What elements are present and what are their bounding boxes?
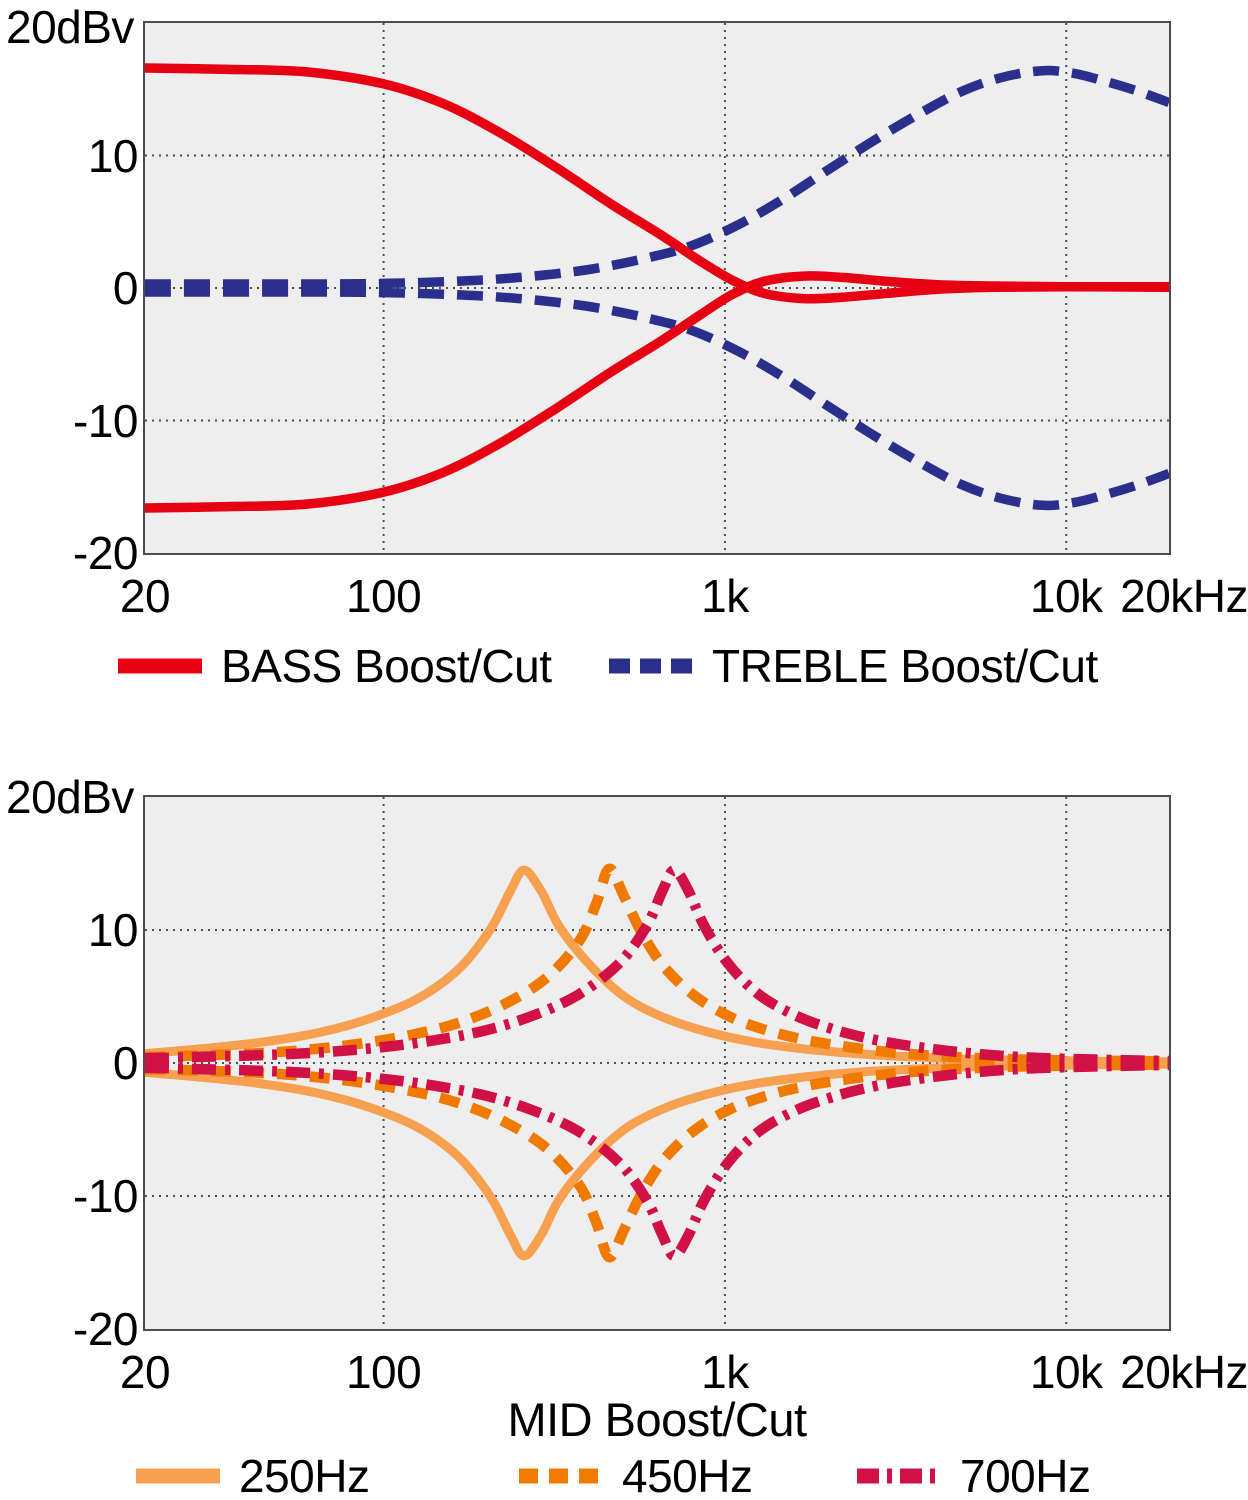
- x-tick-label: 20: [119, 570, 171, 622]
- gridlines: [145, 23, 1169, 553]
- y-tick-label: -10: [73, 394, 138, 447]
- treble-cut-curve: [145, 287, 1169, 511]
- x-tick-label: 100: [345, 1346, 422, 1398]
- y-axis-unit-label: 20dBv: [6, 1, 134, 53]
- mid-450hz-boost-curve: [145, 863, 1169, 1067]
- legend-item: TREBLE Boost/Cut: [608, 640, 1098, 692]
- mid-plot: [145, 797, 1169, 1329]
- legend-item: BASS Boost/Cut: [117, 640, 552, 692]
- y-tick-label: -20: [73, 527, 138, 579]
- legend-item: 700Hz: [856, 1450, 1091, 1500]
- mid-450hz-cut-curve: [145, 1059, 1169, 1263]
- x-tick-label: 20kHz: [1120, 570, 1248, 622]
- x-tick-label: 20kHz: [1120, 1346, 1248, 1398]
- mid-axis-title: MID Boost/Cut: [507, 1393, 807, 1446]
- mid-700hz-cut-curve: [145, 1059, 1169, 1262]
- legend-swatch: [857, 1468, 941, 1484]
- x-tick-label: 10k: [1029, 1346, 1103, 1398]
- legend-label: BASS Boost/Cut: [221, 640, 552, 692]
- y-tick-label: 10: [87, 129, 139, 182]
- y-tick-label: 0: [112, 262, 139, 314]
- legend-label: 450Hz: [622, 1450, 753, 1500]
- mid-700hz-boost-curve: [145, 864, 1169, 1067]
- legend-item: 250Hz: [135, 1450, 370, 1500]
- x-tick-label: 100: [345, 570, 422, 622]
- legend-label: 700Hz: [960, 1450, 1091, 1500]
- legend-swatch: [136, 1468, 220, 1484]
- y-tick-label: 0: [112, 1037, 139, 1089]
- y-axis-unit-label: 20dBv: [6, 771, 134, 823]
- legend-swatch: [609, 658, 693, 674]
- bass-boost-curve: [145, 63, 1169, 304]
- bass-cut-curve: [145, 271, 1169, 513]
- x-tick-label: 20: [119, 1346, 171, 1398]
- bass-treble-legend: BASS Boost/Cut TREBLE Boost/Cut: [0, 640, 1248, 692]
- legend-item: 450Hz: [518, 1450, 753, 1500]
- y-tick-label: -10: [73, 1170, 138, 1222]
- x-tick-label: 10k: [1029, 570, 1103, 622]
- treble-boost-curve: [145, 65, 1169, 289]
- legend-swatch: [519, 1468, 603, 1484]
- legend-label: TREBLE Boost/Cut: [712, 640, 1098, 692]
- legend-swatch: [118, 658, 202, 674]
- mid-legend: 250Hz 450Hz 700Hz: [0, 1450, 1248, 1500]
- x-tick-label: 1k: [701, 570, 749, 622]
- bass-treble-plot: [145, 23, 1169, 553]
- x-tick-label: 1k: [701, 1346, 749, 1398]
- y-tick-label: -20: [73, 1303, 138, 1355]
- y-tick-label: 10: [87, 904, 139, 956]
- legend-label: 250Hz: [239, 1450, 370, 1500]
